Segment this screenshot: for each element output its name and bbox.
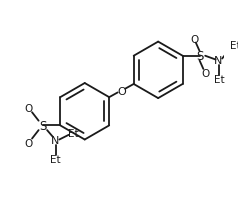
Text: Et: Et [50,155,61,164]
Text: Et: Et [68,128,79,138]
Text: Et: Et [230,41,238,51]
Text: N: N [50,136,59,146]
Text: O: O [191,35,199,45]
Text: O: O [24,103,32,113]
Text: O: O [201,68,209,78]
Text: S: S [196,50,203,63]
Text: S: S [40,119,47,132]
Text: N: N [214,56,223,66]
Text: O: O [24,139,32,149]
Text: O: O [117,86,126,96]
Text: Et: Et [214,75,225,85]
